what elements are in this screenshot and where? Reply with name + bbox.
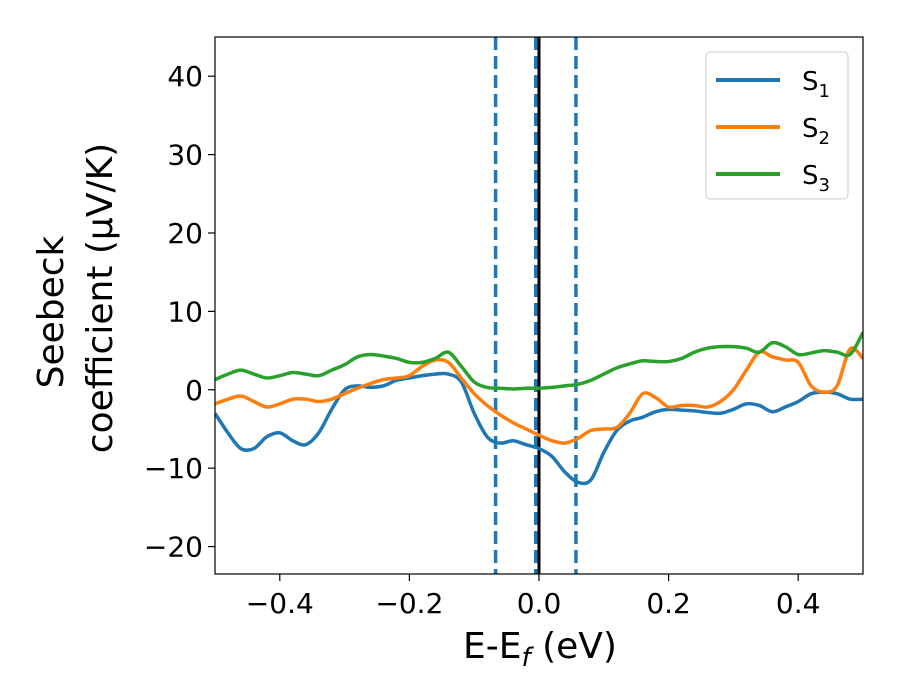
x-tick-label: 0.2 xyxy=(646,587,691,620)
x-axis-label: E-Ef (eV) xyxy=(463,626,617,673)
x-axis-ticks: −0.4 −0.2 0.0 0.2 0.4 xyxy=(246,574,821,620)
x-tick-label: 0.4 xyxy=(776,587,821,620)
series-line-s3 xyxy=(215,331,863,391)
series-line-s2 xyxy=(215,346,863,445)
x-axis-label-unit: (eV) xyxy=(531,626,617,667)
y-tick-label: 30 xyxy=(167,139,203,172)
x-tick-label: 0.0 xyxy=(517,587,562,620)
y-tick-label: 40 xyxy=(167,60,203,93)
legend-label-s2: S2 xyxy=(802,114,830,149)
series-layer xyxy=(215,331,863,486)
y-tick-label: 20 xyxy=(167,217,203,250)
x-axis-label-main: E-E xyxy=(463,626,521,667)
series-line-s1 xyxy=(215,371,863,486)
x-tick-label: −0.2 xyxy=(375,587,443,620)
y-tick-label: −20 xyxy=(144,531,203,564)
y-axis-ticks: −20 −10 0 10 20 30 40 xyxy=(144,60,215,564)
x-tick-label: −0.4 xyxy=(246,587,314,620)
legend: S1 S2 S3 xyxy=(705,51,849,200)
y-axis-label-line1: Seebeck xyxy=(31,235,72,388)
y-tick-label: −10 xyxy=(144,452,203,485)
y-axis-label-line2: coefficient (μV/K) xyxy=(80,143,121,453)
y-tick-label: 0 xyxy=(185,374,203,407)
vertical-markers xyxy=(493,37,578,574)
legend-label-s1: S1 xyxy=(802,67,830,102)
y-tick-label: 10 xyxy=(167,295,203,328)
legend-label-s3: S3 xyxy=(802,161,830,196)
